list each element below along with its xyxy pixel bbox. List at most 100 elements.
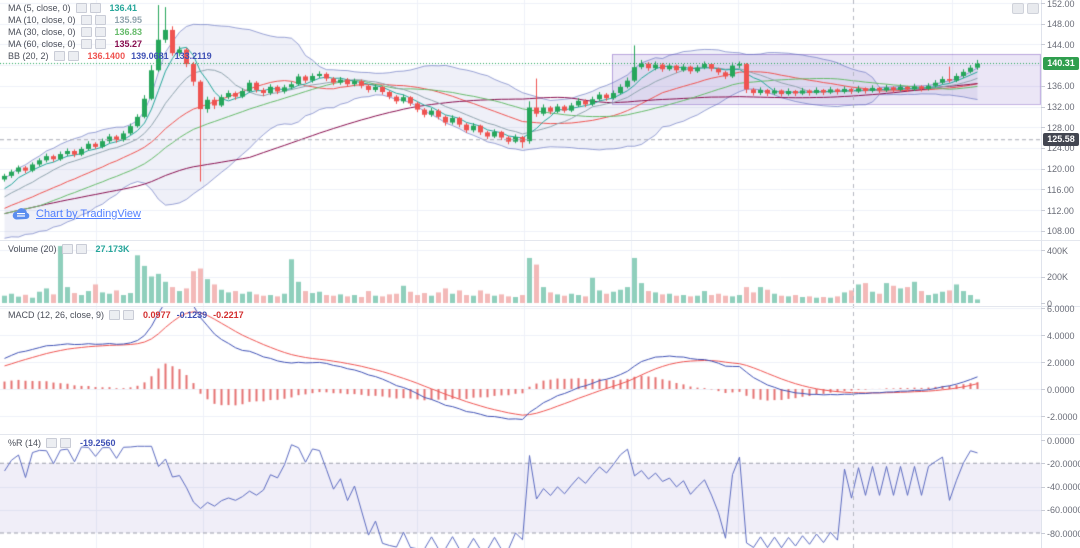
indicator-label: MA (60, close, 0) — [8, 39, 76, 49]
axis-tick — [1041, 308, 1045, 309]
axis-tick — [1041, 509, 1045, 511]
tradingview-watermark[interactable]: Chart by TradingView — [12, 207, 141, 220]
watermark-text: Chart by TradingView — [36, 207, 141, 220]
indicator-value: 139.0681 — [131, 51, 169, 61]
legend-row-volume[interactable]: Volume (20) 27.173K — [8, 243, 130, 255]
legend-toggle-icon[interactable] — [53, 51, 65, 61]
legend-close-icon[interactable] — [75, 244, 87, 254]
axis-tick — [1041, 23, 1045, 25]
indicator-value: 136.1400 — [87, 51, 126, 61]
pane-settings-icon[interactable] — [1012, 3, 1024, 14]
legend-toggle-icon[interactable] — [61, 244, 73, 254]
axis-tick — [1041, 389, 1045, 390]
axis-tick — [1041, 147, 1045, 149]
axis-tick — [1041, 210, 1045, 211]
legend-row-ma10[interactable]: MA (10, close, 0) 135.95 — [8, 14, 212, 26]
axis-label: -60.0000 — [1047, 505, 1080, 516]
legend-close-icon[interactable] — [67, 51, 79, 61]
indicator-value: 136.83 — [114, 27, 143, 37]
axis-label: 148.00 — [1047, 19, 1075, 30]
axis-label: 116.00 — [1047, 184, 1074, 195]
macd-legend: MACD (12, 26, close, 9) 0.0977 -0.1239 -… — [8, 309, 244, 321]
indicator-label: MA (10, close, 0) — [8, 15, 76, 25]
axis-label: 128.00 — [1047, 122, 1075, 133]
axis-tick — [1041, 44, 1045, 46]
legend-close-icon[interactable] — [60, 438, 72, 448]
legend-toggle-icon[interactable] — [80, 27, 92, 37]
axis-tick — [1041, 303, 1045, 304]
axis-label: 2.0000 — [1047, 357, 1075, 368]
legend-row-macd[interactable]: MACD (12, 26, close, 9) 0.0977 -0.1239 -… — [8, 309, 244, 321]
legend-close-icon[interactable] — [94, 39, 106, 49]
pane-controls — [1012, 3, 1039, 14]
pane-separator[interactable] — [0, 240, 1080, 241]
axis-tick — [1041, 533, 1045, 534]
legend-toggle-icon[interactable] — [80, 15, 92, 25]
axis-label: 112.00 — [1047, 205, 1074, 216]
indicator-label: MA (5, close, 0) — [8, 3, 71, 13]
indicator-label: MA (30, close, 0) — [8, 27, 76, 37]
axis-tick — [1041, 335, 1045, 336]
legend-toggle-icon[interactable] — [75, 3, 87, 13]
legend-row-bb[interactable]: BB (20, 2) 136.1400 139.0681 133.2119 — [8, 50, 212, 62]
axis-label: 152.00 — [1047, 0, 1075, 9]
axis-label: 144.00 — [1047, 39, 1075, 50]
axis-tick — [1041, 189, 1045, 191]
axis-label: 4.0000 — [1047, 330, 1075, 341]
legend-row-ma60[interactable]: MA (60, close, 0) 135.27 — [8, 38, 212, 50]
indicator-value: 133.2119 — [174, 51, 212, 61]
axis-tick — [1041, 127, 1045, 129]
indicator-value: 27.173K — [95, 244, 130, 254]
axis-label: -20.0000 — [1047, 458, 1080, 469]
indicator-value: -19.2560 — [80, 438, 116, 448]
axis-label: 108.00 — [1047, 226, 1075, 237]
pane-close-icon[interactable] — [1027, 3, 1039, 14]
axis-label: 0.0000 — [1047, 435, 1075, 446]
axis-tick — [1041, 486, 1045, 488]
indicator-value: 0.0977 — [143, 310, 171, 320]
axis-tick — [1041, 440, 1045, 441]
axis-label: 120.00 — [1047, 164, 1075, 175]
axis-label: 132.00 — [1047, 102, 1075, 112]
pane-separator[interactable] — [0, 306, 1080, 307]
legend-row-ma30[interactable]: MA (30, close, 0) 136.83 — [8, 26, 212, 38]
legend-close-icon[interactable] — [94, 15, 106, 25]
axis-tick — [1041, 3, 1045, 4]
legend-close-icon[interactable] — [123, 310, 135, 320]
legend-close-icon[interactable] — [89, 3, 101, 13]
pane-separator[interactable] — [0, 434, 1080, 435]
indicator-label: Volume (20) — [8, 244, 57, 254]
reference-price-badge: 125.58 — [1043, 133, 1079, 147]
legend-toggle-icon[interactable] — [46, 438, 58, 448]
axis-label: -2.0000 — [1047, 411, 1078, 422]
indicator-label: MACD (12, 26, close, 9) — [8, 310, 105, 320]
tradingview-logo-icon — [12, 208, 30, 220]
axis-tick — [1041, 250, 1045, 251]
price-legend: MA (5, close, 0) 136.41 MA (10, close, 0… — [8, 2, 212, 62]
axis-tick — [1041, 168, 1045, 170]
indicator-value: 135.27 — [114, 39, 143, 49]
axis-label: 400K — [1047, 245, 1069, 256]
axis-label: -40.0000 — [1047, 482, 1080, 492]
legend-toggle-icon[interactable] — [109, 310, 121, 320]
legend-toggle-icon[interactable] — [80, 39, 92, 49]
axis-tick — [1041, 85, 1045, 87]
legend-close-icon[interactable] — [94, 27, 106, 37]
axis-tick — [1041, 106, 1045, 108]
axis-label: 124.00 — [1047, 143, 1075, 154]
axis-tick — [1041, 463, 1045, 465]
indicator-value: 135.95 — [114, 15, 143, 25]
price-axis-border — [1041, 0, 1042, 548]
legend-row-ma5[interactable]: MA (5, close, 0) 136.41 — [8, 2, 212, 14]
legend-row-wr[interactable]: %R (14) -19.2560 — [8, 437, 116, 449]
axis-label: 136.00 — [1047, 81, 1075, 92]
axis-tick — [1041, 276, 1045, 278]
axis-label: 200K — [1047, 272, 1069, 282]
indicator-value: -0.1239 — [176, 310, 208, 320]
axis-label: 0.0000 — [1047, 384, 1075, 395]
axis-label: -80.0000 — [1047, 528, 1080, 539]
wr-legend: %R (14) -19.2560 — [8, 437, 116, 449]
indicator-value: 136.41 — [109, 3, 138, 13]
